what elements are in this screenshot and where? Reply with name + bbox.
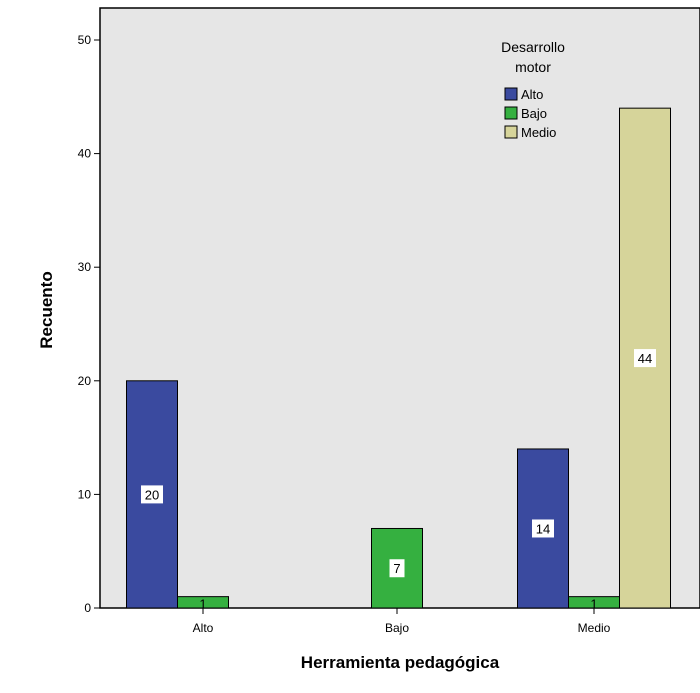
data-label: 1	[199, 596, 206, 611]
x-axis-title: Herramienta pedagógica	[301, 653, 500, 672]
y-axis: 0 10 20 30 40 50	[78, 33, 100, 615]
legend-swatch-medio	[504, 125, 518, 139]
y-tick-label: 10	[78, 487, 92, 501]
data-label: 14	[536, 521, 550, 536]
data-label: 44	[638, 351, 652, 366]
legend-label-bajo: Bajo	[521, 106, 547, 121]
bars-group	[126, 107, 671, 609]
y-axis-title: Recuento	[37, 271, 56, 348]
data-label: 7	[393, 561, 400, 576]
legend-label-alto: Alto	[521, 87, 543, 102]
legend-title-line2: motor	[515, 59, 551, 75]
y-tick-label: 40	[78, 147, 92, 161]
legend-swatch-bajo	[504, 106, 518, 120]
data-label-box	[532, 519, 554, 538]
y-tick-label: 0	[84, 601, 91, 615]
x-axis: Alto Bajo Medio	[193, 608, 611, 635]
x-tick-label: Alto	[193, 621, 214, 635]
data-label: 1	[590, 596, 597, 611]
data-label: 20	[145, 487, 159, 502]
data-label-box	[141, 485, 163, 504]
bar-alto-bajo	[177, 596, 229, 609]
x-tick-label: Medio	[578, 621, 611, 635]
x-tick-label: Bajo	[385, 621, 409, 635]
bar-alto-alto	[126, 380, 178, 609]
legend-title: Desarrollo	[501, 39, 565, 55]
data-label-box	[634, 349, 656, 368]
y-tick-label: 30	[78, 260, 92, 274]
legend: Desarrollo motor Alto Bajo Medio	[501, 39, 565, 140]
data-label-box	[389, 559, 405, 578]
y-tick-label: 20	[78, 374, 92, 388]
y-tick-label: 50	[78, 33, 92, 47]
legend-swatch-alto	[504, 87, 518, 101]
plot-area	[99, 7, 700, 609]
legend-label-medio: Medio	[521, 125, 556, 140]
